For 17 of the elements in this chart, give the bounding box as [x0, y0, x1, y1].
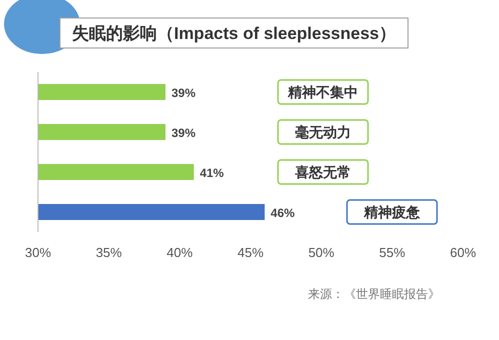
- chart-title: 失眠的影响（Impacts of sleeplessness）: [72, 24, 396, 43]
- data-label: 41%: [200, 166, 224, 180]
- x-tick-label: 30%: [24, 245, 52, 260]
- x-tick-label: 35%: [96, 245, 122, 260]
- x-tick-label: 50%: [308, 245, 335, 260]
- data-label: 39%: [172, 126, 196, 140]
- data-label: 46%: [270, 206, 296, 220]
- source-note: 来源：《世界睡眠报告》: [308, 287, 440, 301]
- y-tick-label: 精神不集中: [287, 84, 358, 100]
- data-label: 39%: [172, 86, 196, 100]
- y-tick-label: 毫无动力: [295, 124, 351, 140]
- x-tick-label: 55%: [379, 245, 406, 260]
- y-tick-label: 精神疲惫: [363, 204, 421, 220]
- y-tick-label: 喜怒无常: [294, 164, 351, 180]
- x-tick-label: 45%: [237, 245, 264, 260]
- x-tick-label: 40%: [166, 245, 194, 260]
- x-tick-label: 60%: [450, 245, 476, 260]
